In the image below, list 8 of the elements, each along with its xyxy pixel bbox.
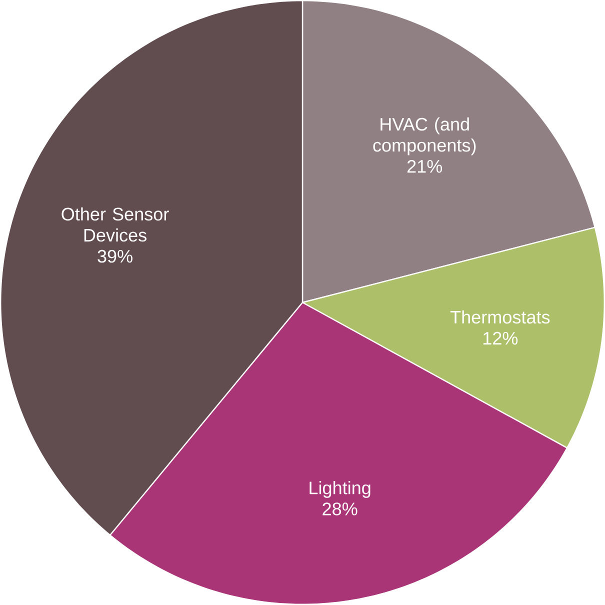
- data-label: 28%: [322, 502, 358, 516]
- slice-label: Thermostats: [450, 310, 550, 324]
- slice-label: Lighting: [310, 481, 370, 498]
- data-label: 39%: [98, 250, 132, 263]
- data-label: 12%: [483, 332, 518, 345]
- data-label: 21%: [407, 160, 442, 173]
- slice-label: HVAC (and components): [373, 117, 476, 156]
- slice-label: Other Sensor Devices: [62, 207, 169, 242]
